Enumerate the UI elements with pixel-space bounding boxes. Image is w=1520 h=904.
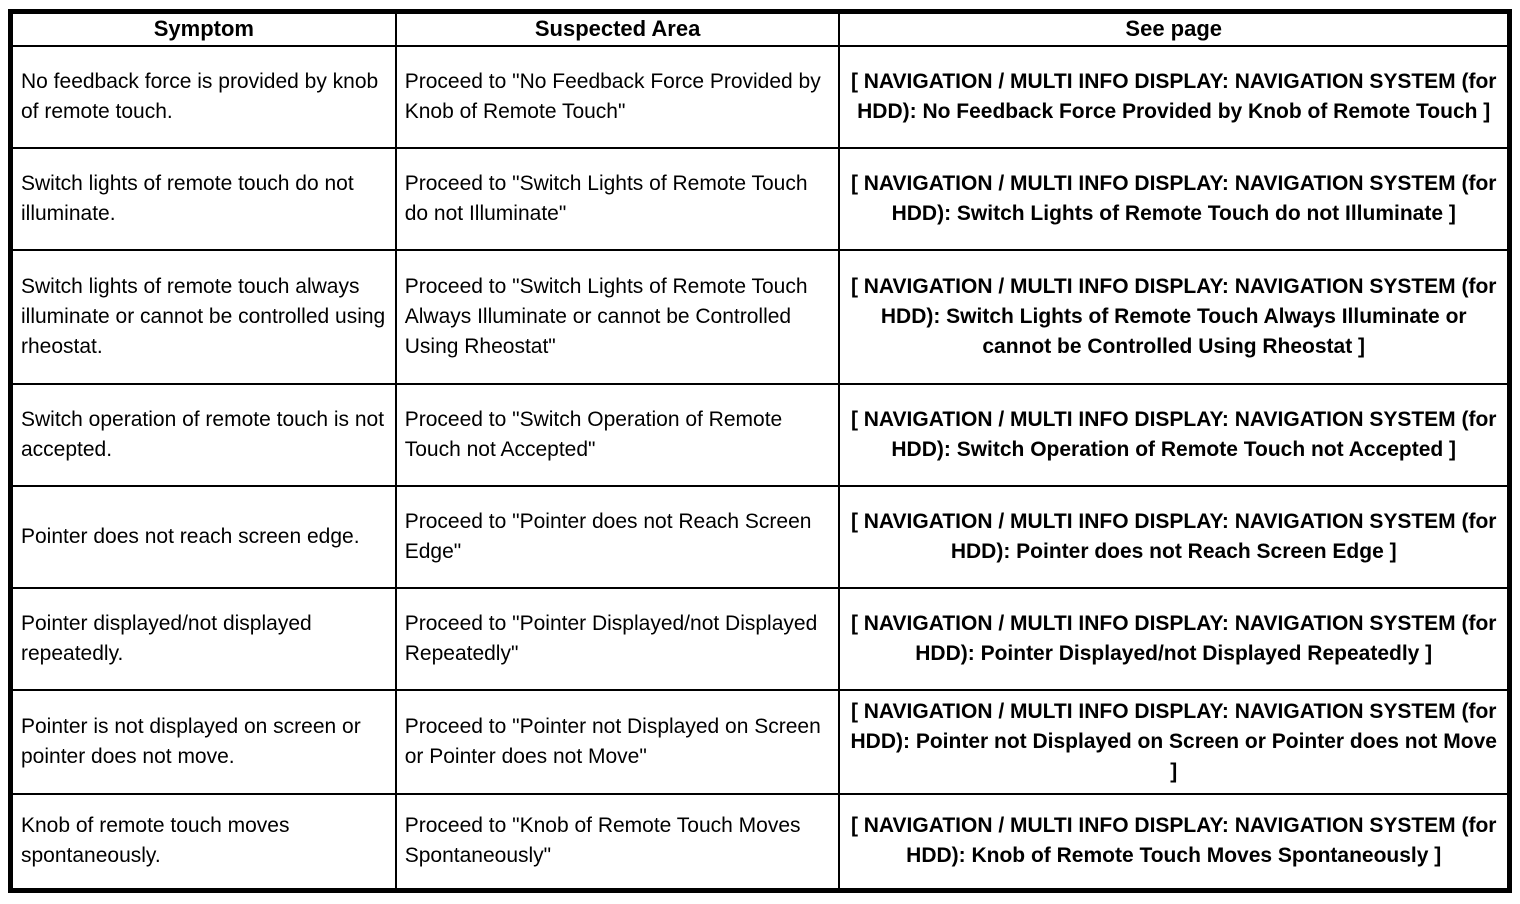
suspected-area-cell: Proceed to "Switch Operation of Remote T… xyxy=(394,382,841,487)
column-header-suspected-area: Suspected Area xyxy=(394,10,841,47)
see-page-cell: [ NAVIGATION / MULTI INFO DISPLAY: NAVIG… xyxy=(838,688,1511,795)
table-row: Pointer displayed/not displayed repeated… xyxy=(9,586,1511,691)
table-row: No feedback force is provided by knob of… xyxy=(9,44,1511,149)
see-page-cell: [ NAVIGATION / MULTI INFO DISPLAY: NAVIG… xyxy=(838,792,1511,892)
symptom-troubleshooting-table: Symptom Suspected Area See page No feedb… xyxy=(8,9,1512,893)
symptom-cell: Pointer displayed/not displayed repeated… xyxy=(9,586,397,691)
symptom-cell: Switch lights of remote touch do not ill… xyxy=(9,146,397,251)
symptom-cell: Pointer does not reach screen edge. xyxy=(9,484,397,589)
table-row: Switch operation of remote touch is not … xyxy=(9,382,1511,487)
table-row: Switch lights of remote touch do not ill… xyxy=(9,146,1511,251)
suspected-area-cell: Proceed to "Switch Lights of Remote Touc… xyxy=(394,248,841,385)
suspected-area-cell: Proceed to "Knob of Remote Touch Moves S… xyxy=(394,792,841,892)
see-page-cell: [ NAVIGATION / MULTI INFO DISPLAY: NAVIG… xyxy=(838,586,1511,691)
column-header-symptom: Symptom xyxy=(9,10,397,47)
suspected-area-cell: Proceed to "Pointer not Displayed on Scr… xyxy=(394,688,841,795)
suspected-area-cell: Proceed to "Switch Lights of Remote Touc… xyxy=(394,146,841,251)
table-row: Pointer is not displayed on screen or po… xyxy=(9,688,1511,795)
suspected-area-cell: Proceed to "No Feedback Force Provided b… xyxy=(394,44,841,149)
see-page-cell: [ NAVIGATION / MULTI INFO DISPLAY: NAVIG… xyxy=(838,248,1511,385)
suspected-area-cell: Proceed to "Pointer Displayed/not Displa… xyxy=(394,586,841,691)
suspected-area-cell: Proceed to "Pointer does not Reach Scree… xyxy=(394,484,841,589)
see-page-cell: [ NAVIGATION / MULTI INFO DISPLAY: NAVIG… xyxy=(838,382,1511,487)
symptom-cell: Switch operation of remote touch is not … xyxy=(9,382,397,487)
see-page-cell: [ NAVIGATION / MULTI INFO DISPLAY: NAVIG… xyxy=(838,44,1511,149)
table-row: Switch lights of remote touch always ill… xyxy=(9,248,1511,385)
see-page-cell: [ NAVIGATION / MULTI INFO DISPLAY: NAVIG… xyxy=(838,146,1511,251)
table-row: Pointer does not reach screen edge. Proc… xyxy=(9,484,1511,589)
symptom-cell: Knob of remote touch moves spontaneously… xyxy=(9,792,397,892)
symptom-cell: Switch lights of remote touch always ill… xyxy=(9,248,397,385)
see-page-cell: [ NAVIGATION / MULTI INFO DISPLAY: NAVIG… xyxy=(838,484,1511,589)
column-header-see-page: See page xyxy=(838,10,1511,47)
symptom-cell: Pointer is not displayed on screen or po… xyxy=(9,688,397,795)
table-header-row: Symptom Suspected Area See page xyxy=(9,10,1511,47)
table-row: Knob of remote touch moves spontaneously… xyxy=(9,792,1511,892)
symptom-cell: No feedback force is provided by knob of… xyxy=(9,44,397,149)
